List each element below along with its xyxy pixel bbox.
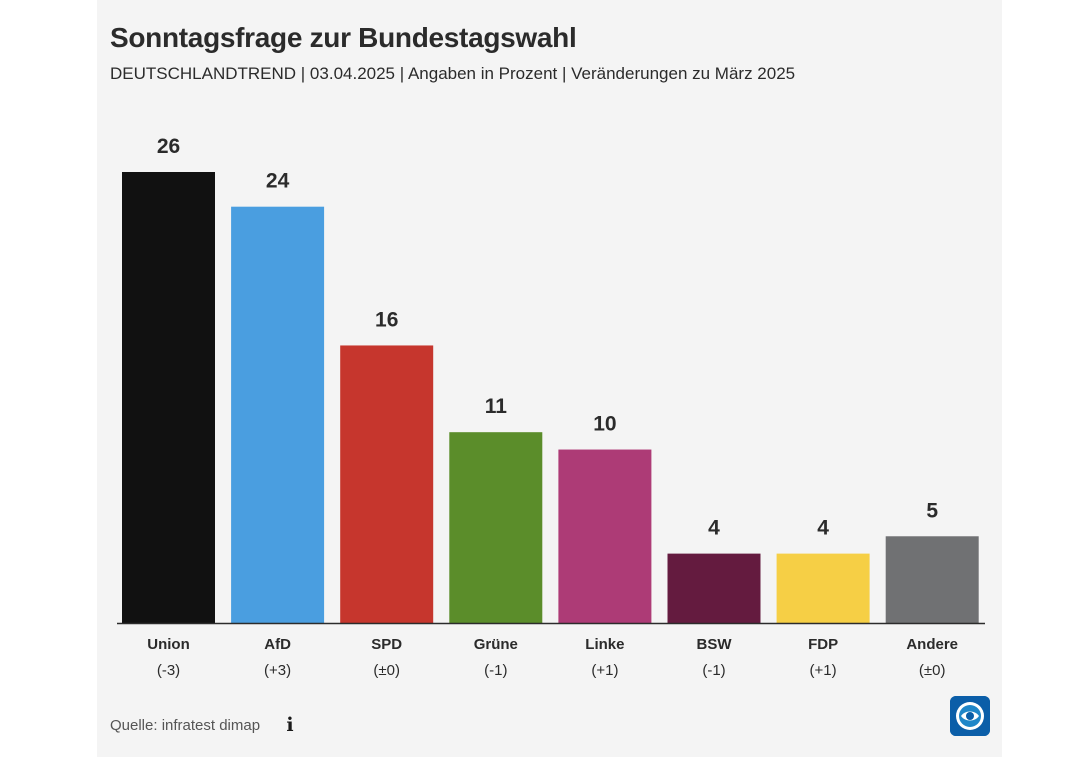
change-label-5: (-1) xyxy=(702,662,725,679)
category-label-1: AfD xyxy=(264,636,291,653)
category-label-0: Union xyxy=(147,636,190,653)
change-label-7: (±0) xyxy=(919,662,946,679)
chart-subtitle: DEUTSCHLANDTREND | 03.04.2025 | Angaben … xyxy=(110,64,796,83)
value-label-7: 5 xyxy=(926,499,938,522)
change-label-0: (-3) xyxy=(157,662,180,679)
value-label-2: 16 xyxy=(375,308,398,331)
category-label-4: Linke xyxy=(585,636,624,653)
value-label-1: 24 xyxy=(266,170,290,193)
info-icon[interactable]: i xyxy=(286,714,294,736)
bar-1 xyxy=(231,206,325,623)
bar-4 xyxy=(558,449,652,623)
source-note: Quelle: infratest dimap xyxy=(110,717,261,734)
value-label-5: 4 xyxy=(708,517,720,540)
bar-7 xyxy=(885,536,979,623)
change-label-2: (±0) xyxy=(373,662,400,679)
bar-3 xyxy=(449,432,543,623)
bar-6 xyxy=(776,553,870,623)
change-label-4: (+1) xyxy=(591,662,618,679)
chart-title: Sonntagsfrage zur Bundestagswahl xyxy=(110,22,577,53)
bar-5 xyxy=(667,553,761,623)
value-label-4: 10 xyxy=(593,413,616,436)
value-label-6: 4 xyxy=(817,517,829,540)
category-label-2: SPD xyxy=(371,636,402,653)
chart-card: Sonntagsfrage zur Bundestagswahl DEUTSCH… xyxy=(97,0,1002,757)
bar-0 xyxy=(122,172,215,623)
bar-chart: 26 Union (-3) 24 AfD (+3) 16 SPD (±0) 11 Grüne (-1)… xyxy=(117,135,985,679)
value-label-0: 26 xyxy=(157,135,180,158)
change-label-1: (+3) xyxy=(264,662,291,679)
category-label-7: Andere xyxy=(906,636,958,653)
category-label-3: Grüne xyxy=(474,636,518,653)
change-label-6: (+1) xyxy=(810,662,837,679)
bar-2 xyxy=(340,345,434,623)
change-label-3: (-1) xyxy=(484,662,507,679)
value-label-3: 11 xyxy=(485,395,508,418)
tagesschau-logo-icon xyxy=(950,696,990,736)
category-label-5: BSW xyxy=(697,636,733,653)
category-label-6: FDP xyxy=(808,636,838,653)
